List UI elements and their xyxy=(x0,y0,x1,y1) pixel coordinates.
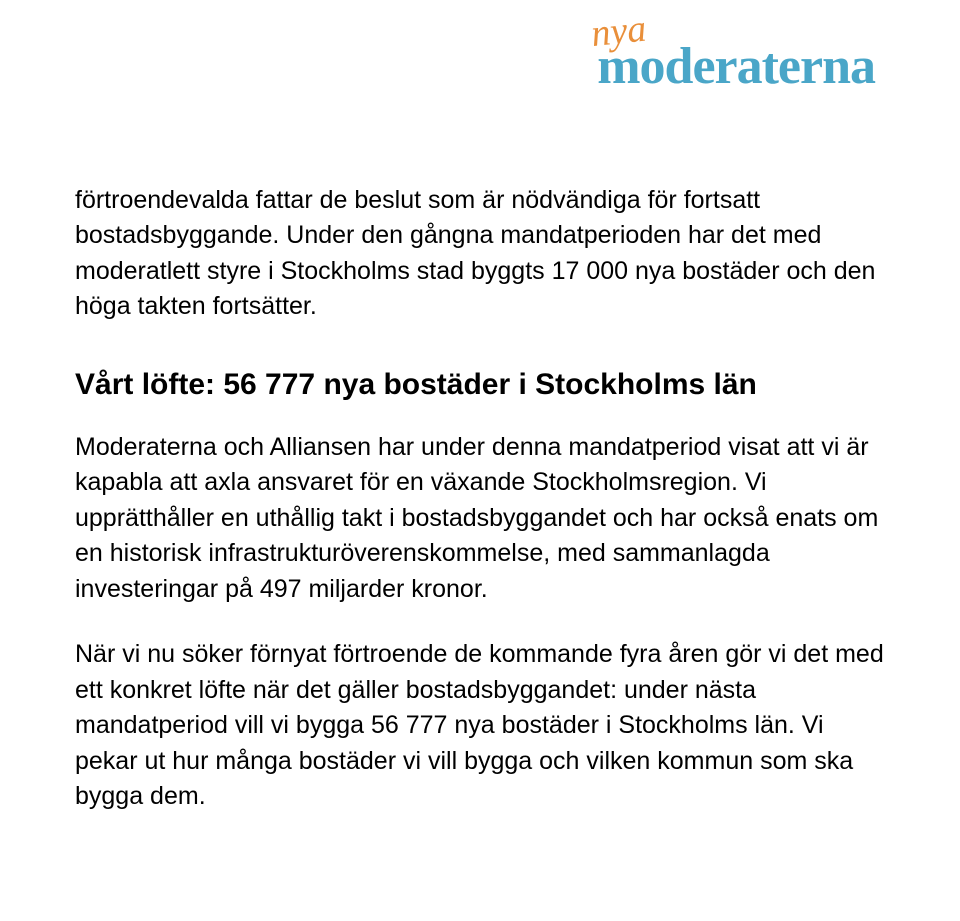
paragraph-2: Moderaterna och Alliansen har under denn… xyxy=(75,430,885,608)
logo: nya moderaterna xyxy=(597,18,875,93)
document-content: förtroendevalda fattar de beslut som är … xyxy=(75,183,885,815)
paragraph-3: När vi nu söker förnyat förtroende de ko… xyxy=(75,637,885,815)
intro-paragraph: förtroendevalda fattar de beslut som är … xyxy=(75,183,885,325)
logo-container: nya moderaterna xyxy=(75,0,885,93)
section-heading: Vårt löfte: 56 777 nya bostäder i Stockh… xyxy=(75,365,885,404)
document-page: nya moderaterna förtroendevalda fattar d… xyxy=(0,0,960,921)
